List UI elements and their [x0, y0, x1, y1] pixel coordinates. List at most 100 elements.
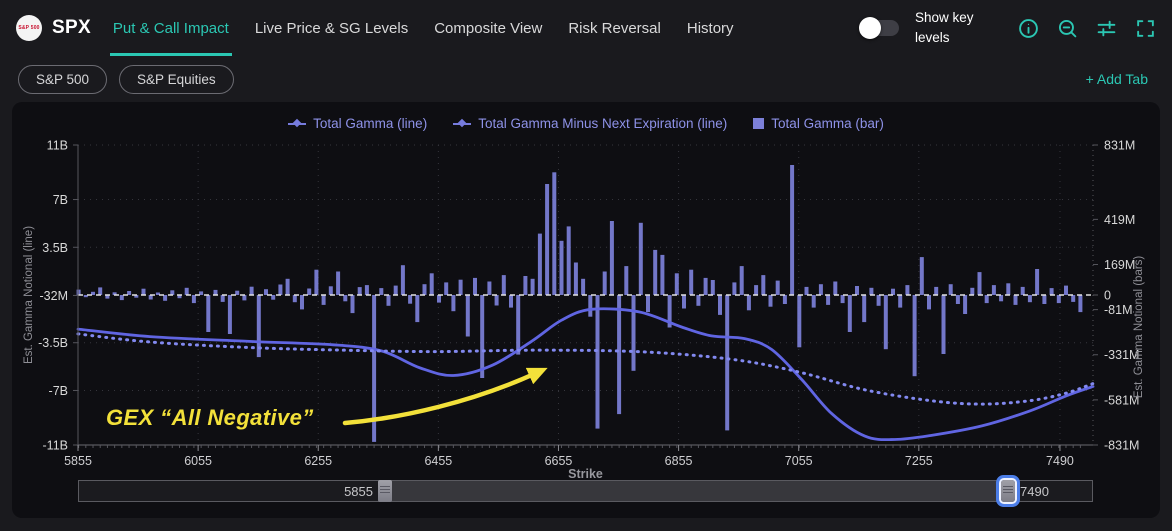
gamma-bar — [422, 284, 427, 295]
tab-live-price-sg-levels[interactable]: Live Price & SG Levels — [254, 19, 409, 37]
zoom-out-button[interactable] — [1056, 17, 1078, 39]
gamma-bar — [213, 289, 218, 295]
gamma-bar — [739, 266, 744, 295]
gamma-bar — [855, 286, 859, 295]
gamma-bar — [227, 295, 232, 334]
slider-selected-range[interactable] — [391, 481, 1001, 501]
gamma-bar — [480, 295, 485, 378]
tab-risk-reversal[interactable]: Risk Reversal — [568, 19, 661, 37]
slider-right-handle[interactable] — [1001, 480, 1015, 502]
gamma-bar — [91, 291, 95, 295]
gamma-bar — [537, 233, 542, 295]
gamma-bar — [682, 295, 686, 309]
gamma-bar — [588, 295, 593, 317]
gamma-bar — [984, 295, 989, 304]
gamma-bar — [112, 292, 117, 295]
gamma-bar — [170, 290, 175, 295]
left-axis-tick-label: -32M — [40, 289, 68, 303]
gamma-bar — [761, 275, 766, 295]
tab-composite-view[interactable]: Composite View — [434, 19, 543, 37]
legend-label: Total Gamma Minus Next Expiration (line) — [478, 116, 728, 131]
pill-sp500[interactable]: S&P 500 — [18, 64, 108, 94]
gamma-bar — [444, 282, 449, 295]
left-axis-title: Est. Gamma Notional (line) — [23, 226, 35, 364]
pill-sp-equities[interactable]: S&P Equities — [119, 64, 234, 94]
left-axis-tick-label: -11B — [43, 439, 68, 453]
gamma-bar — [689, 269, 694, 295]
show-key-levels-toggle[interactable] — [859, 17, 899, 39]
gamma-bar — [847, 295, 852, 332]
add-tab-button[interactable]: + Add Tab — [1085, 71, 1148, 87]
gamma-bar — [328, 286, 333, 295]
line-diamond-marker-icon — [288, 122, 307, 125]
gamma-bar — [292, 295, 297, 303]
gamma-bar — [429, 273, 434, 295]
gamma-bar — [746, 295, 751, 311]
gamma-bar — [300, 295, 304, 310]
gamma-bar — [494, 295, 499, 306]
gamma-bar — [1042, 295, 1047, 304]
x-axis-tick-label: 6255 — [304, 454, 332, 468]
gamma-bar — [617, 295, 622, 415]
gamma-bar — [1049, 288, 1054, 295]
zoom-out-icon — [1058, 19, 1076, 37]
strike-range-slider[interactable]: 5855 7490 — [78, 480, 1093, 502]
right-axis-tick-label: 831M — [1104, 139, 1135, 153]
gamma-bar — [573, 262, 578, 295]
info-icon — [1018, 18, 1038, 38]
tab-put-call-impact[interactable]: Put & Call Impact — [109, 0, 232, 56]
gamma-bar — [83, 295, 88, 298]
gamma-bar — [545, 184, 550, 295]
gamma-bar — [177, 295, 182, 299]
gamma-bar — [336, 271, 341, 295]
top-bar: S&P 500 SPX Put & Call Impact Live Price… — [0, 0, 1172, 56]
legend-total-gamma-line[interactable]: Total Gamma (line) — [288, 116, 427, 131]
gamma-bar — [465, 295, 470, 337]
legend-total-gamma-minus-next-exp-line[interactable]: Total Gamma Minus Next Expiration (line) — [453, 116, 727, 131]
fullscreen-button[interactable] — [1134, 17, 1156, 39]
gamma-bar — [898, 295, 903, 308]
gamma-bar — [732, 282, 737, 295]
view-tabs: Put & Call Impact Live Price & SG Levels… — [109, 0, 734, 56]
gamma-bar — [530, 278, 535, 295]
gamma-bar — [487, 281, 492, 295]
slider-left-handle[interactable] — [378, 480, 392, 502]
gamma-exposure-chart: 11B7B3.5B-32M-3.5B-7B-11B831M419M169M0-8… — [23, 139, 1145, 479]
legend-label: Total Gamma (line) — [313, 116, 428, 131]
sliders-icon — [1097, 20, 1115, 36]
gamma-bar — [163, 295, 168, 301]
gamma-bar — [725, 295, 730, 431]
right-axis-tick-label: 0 — [1104, 289, 1111, 303]
gamma-bar — [76, 289, 81, 295]
gamma-bar — [718, 295, 722, 315]
info-button[interactable] — [1017, 17, 1039, 39]
gamma-bar — [941, 295, 946, 354]
gamma-bar — [631, 295, 636, 371]
gamma-bar — [278, 284, 283, 295]
gamma-bar — [891, 288, 895, 295]
gamma-bar — [408, 295, 413, 304]
gamma-bar — [98, 287, 103, 295]
gamma-bar — [624, 266, 629, 295]
gamma-bar — [134, 295, 139, 298]
gamma-bar — [999, 295, 1004, 302]
gamma-bar — [249, 286, 254, 295]
gamma-bar — [826, 295, 831, 305]
gamma-bar — [1056, 295, 1061, 304]
square-marker-icon — [753, 118, 765, 129]
gamma-bar — [307, 288, 312, 295]
gamma-bar — [991, 285, 996, 295]
gamma-bar — [1064, 285, 1068, 295]
gamma-bar — [934, 286, 939, 295]
gamma-bar — [357, 287, 362, 295]
x-axis-tick-label: 5855 — [64, 454, 92, 468]
watchlist-tab-row: S&P 500 S&P Equities + Add Tab — [0, 56, 1172, 102]
chart-settings-button[interactable] — [1095, 17, 1117, 39]
gamma-bar — [501, 275, 506, 295]
legend-total-gamma-bar[interactable]: Total Gamma (bar) — [753, 116, 884, 131]
x-axis-tick-label: 7490 — [1046, 454, 1074, 468]
gamma-bar — [602, 271, 607, 295]
tab-history[interactable]: History — [686, 19, 734, 37]
gamma-bar — [912, 295, 917, 377]
